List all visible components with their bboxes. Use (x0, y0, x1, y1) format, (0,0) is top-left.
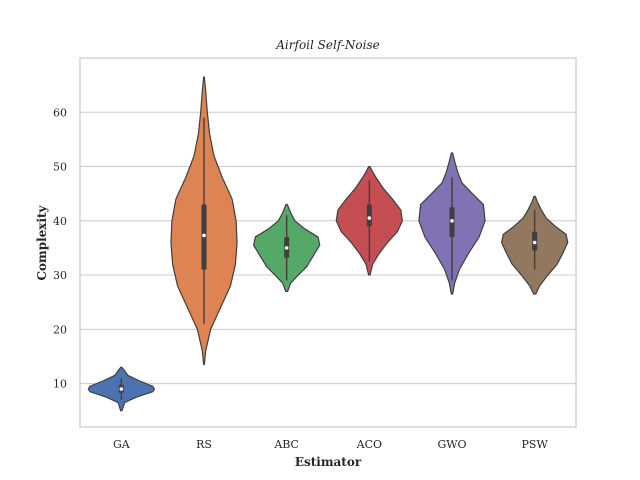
x-tick-label: ACO (356, 438, 382, 451)
x-tick-label: PSW (522, 438, 549, 451)
iqr-box-aco (366, 204, 372, 227)
y-tick-label: 10 (53, 378, 67, 391)
y-tick-labels: 10 20 30 40 50 60 (53, 106, 67, 390)
plot-frame (79, 57, 577, 428)
y-tick-label: 20 (53, 323, 67, 336)
y-tick-label: 40 (53, 215, 67, 228)
grid-lines (80, 111, 576, 385)
median-dot-psw (532, 240, 537, 245)
x-tick-label: RS (196, 438, 212, 451)
median-dot-aco (367, 216, 372, 220)
y-tick-label: 30 (53, 269, 67, 282)
y-tick-label: 50 (53, 161, 67, 174)
x-tick-label: ABC (273, 438, 299, 451)
chart-title: Airfoil Self-Noise (275, 38, 379, 52)
y-tick-label: 60 (53, 106, 67, 119)
x-axis-title: Estimator (295, 455, 362, 469)
median-dot-rs (202, 233, 206, 238)
violins (87, 76, 569, 412)
x-tick-label: GWO (437, 438, 466, 451)
x-tick-label: GA (113, 438, 131, 451)
x-tick-labels: GA RS ABC ACO GWO PSW (113, 438, 549, 451)
y-axis-title: Complexity (35, 204, 49, 280)
median-dot-ga (119, 387, 124, 391)
median-dot-gwo (450, 218, 454, 223)
median-dot-abc (284, 246, 289, 250)
